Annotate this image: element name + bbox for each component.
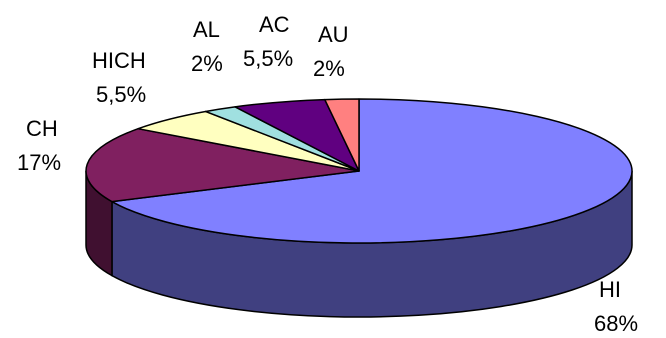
- label-hi-name: HI: [599, 277, 621, 302]
- label-ch: CH 17%: [17, 116, 61, 175]
- label-al-name: AL: [193, 17, 220, 42]
- label-al-value: 2%: [191, 51, 223, 76]
- label-au-value: 2%: [313, 56, 345, 81]
- label-ch-value: 17%: [17, 150, 61, 175]
- label-hich-value: 5,5%: [96, 82, 146, 107]
- pie-slice-ch: [85, 127, 360, 203]
- label-ch-name: CH: [26, 116, 58, 141]
- label-au-name: AU: [318, 22, 349, 47]
- label-hi-value: 68%: [594, 311, 638, 336]
- label-ac-name: AC: [259, 12, 290, 37]
- pie-slices: [85, 98, 633, 244]
- label-al: AL 2%: [191, 17, 223, 76]
- pie-slice-au: [324, 98, 360, 172]
- pie-slice-hi: [111, 98, 633, 244]
- label-ac-value: 5,5%: [243, 46, 293, 71]
- label-ac: AC 5,5%: [243, 12, 293, 71]
- label-hi: HI 68%: [594, 277, 638, 336]
- label-hich: HICH 5,5%: [92, 48, 146, 107]
- label-hich-name: HICH: [92, 48, 146, 73]
- label-au: AU 2%: [313, 22, 349, 81]
